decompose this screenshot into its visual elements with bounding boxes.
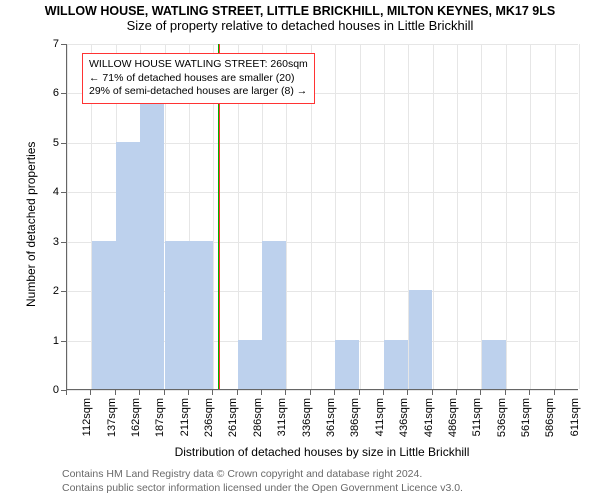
gridline-vertical [384,44,385,389]
annotation-text-line: ← 71% of detached houses are smaller (20… [89,72,308,86]
xtick-label: 461sqm [423,398,435,448]
xtick-label: 236sqm [203,398,215,448]
gridline-vertical [579,44,580,389]
xtick-mark [456,390,457,395]
bar [165,241,189,389]
gridline-vertical [67,44,68,389]
annotation-callout: WILLOW HOUSE WATLING STREET: 260sqm← 71%… [82,53,315,104]
xtick-mark [383,390,384,395]
gridline-vertical [457,44,458,389]
bar [482,340,506,389]
gridline-vertical [360,44,361,389]
ytick-label: 7 [41,38,59,50]
xtick-mark [480,390,481,395]
bar [116,142,140,389]
footer-line: Contains HM Land Registry data © Crown c… [62,468,463,482]
gridline-horizontal [67,44,578,45]
xtick-label: 261sqm [227,398,239,448]
y-axis-label: Number of detached properties [24,142,38,307]
gridline-vertical [433,44,434,389]
xtick-mark [66,390,67,395]
xtick-mark [432,390,433,395]
xtick-label: 536sqm [496,398,508,448]
xtick-label: 411sqm [374,398,386,448]
xtick-mark [554,390,555,395]
xtick-mark [212,390,213,395]
xtick-label: 386sqm [349,398,361,448]
xtick-label: 611sqm [569,398,581,448]
xtick-mark [334,390,335,395]
bar [140,92,164,389]
xtick-mark [285,390,286,395]
ytick-mark [61,143,66,144]
chart-title-main: WILLOW HOUSE, WATLING STREET, LITTLE BRI… [0,0,600,18]
xtick-mark [115,390,116,395]
annotation-text-line: 29% of semi-detached houses are larger (… [89,85,308,99]
xtick-mark [359,390,360,395]
ytick-mark [61,44,66,45]
gridline-horizontal [67,390,578,391]
bar [189,241,213,389]
xtick-label: 361sqm [325,398,337,448]
xtick-label: 486sqm [447,398,459,448]
xtick-label: 311sqm [276,398,288,448]
xtick-label: 436sqm [398,398,410,448]
bar [409,290,433,389]
footer-attribution: Contains HM Land Registry data © Crown c… [62,468,463,495]
gridline-vertical [555,44,556,389]
annotation-text-line: WILLOW HOUSE WATLING STREET: 260sqm [89,58,308,72]
bar [384,340,408,389]
xtick-mark [261,390,262,395]
ytick-label: 6 [41,87,59,99]
xtick-label: 187sqm [154,398,166,448]
ytick-label: 3 [41,236,59,248]
gridline-vertical [335,44,336,389]
xtick-mark [529,390,530,395]
xtick-label: 286sqm [252,398,264,448]
ytick-mark [61,192,66,193]
footer-line: Contains public sector information licen… [62,482,463,496]
ytick-label: 0 [41,384,59,396]
bar [262,241,286,389]
xtick-label: 586sqm [544,398,556,448]
bar [238,340,262,389]
ytick-mark [61,291,66,292]
bar [335,340,359,389]
ytick-mark [61,341,66,342]
xtick-mark [310,390,311,395]
xtick-mark [237,390,238,395]
xtick-mark [505,390,506,395]
ytick-label: 2 [41,285,59,297]
xtick-label: 336sqm [301,398,313,448]
xtick-label: 211sqm [179,398,191,448]
ytick-label: 4 [41,186,59,198]
gridline-vertical [481,44,482,389]
xtick-mark [90,390,91,395]
xtick-label: 511sqm [471,398,483,448]
xtick-label: 162sqm [130,398,142,448]
ytick-mark [61,93,66,94]
gridline-vertical [506,44,507,389]
gridline-vertical [530,44,531,389]
xtick-mark [188,390,189,395]
xtick-label: 561sqm [520,398,532,448]
ytick-label: 5 [41,137,59,149]
xtick-label: 112sqm [81,398,93,448]
xtick-mark [164,390,165,395]
xtick-mark [407,390,408,395]
xtick-mark [139,390,140,395]
ytick-mark [61,242,66,243]
xtick-label: 137sqm [106,398,118,448]
bar [92,241,116,389]
ytick-label: 1 [41,335,59,347]
chart-title-sub: Size of property relative to detached ho… [0,18,600,33]
